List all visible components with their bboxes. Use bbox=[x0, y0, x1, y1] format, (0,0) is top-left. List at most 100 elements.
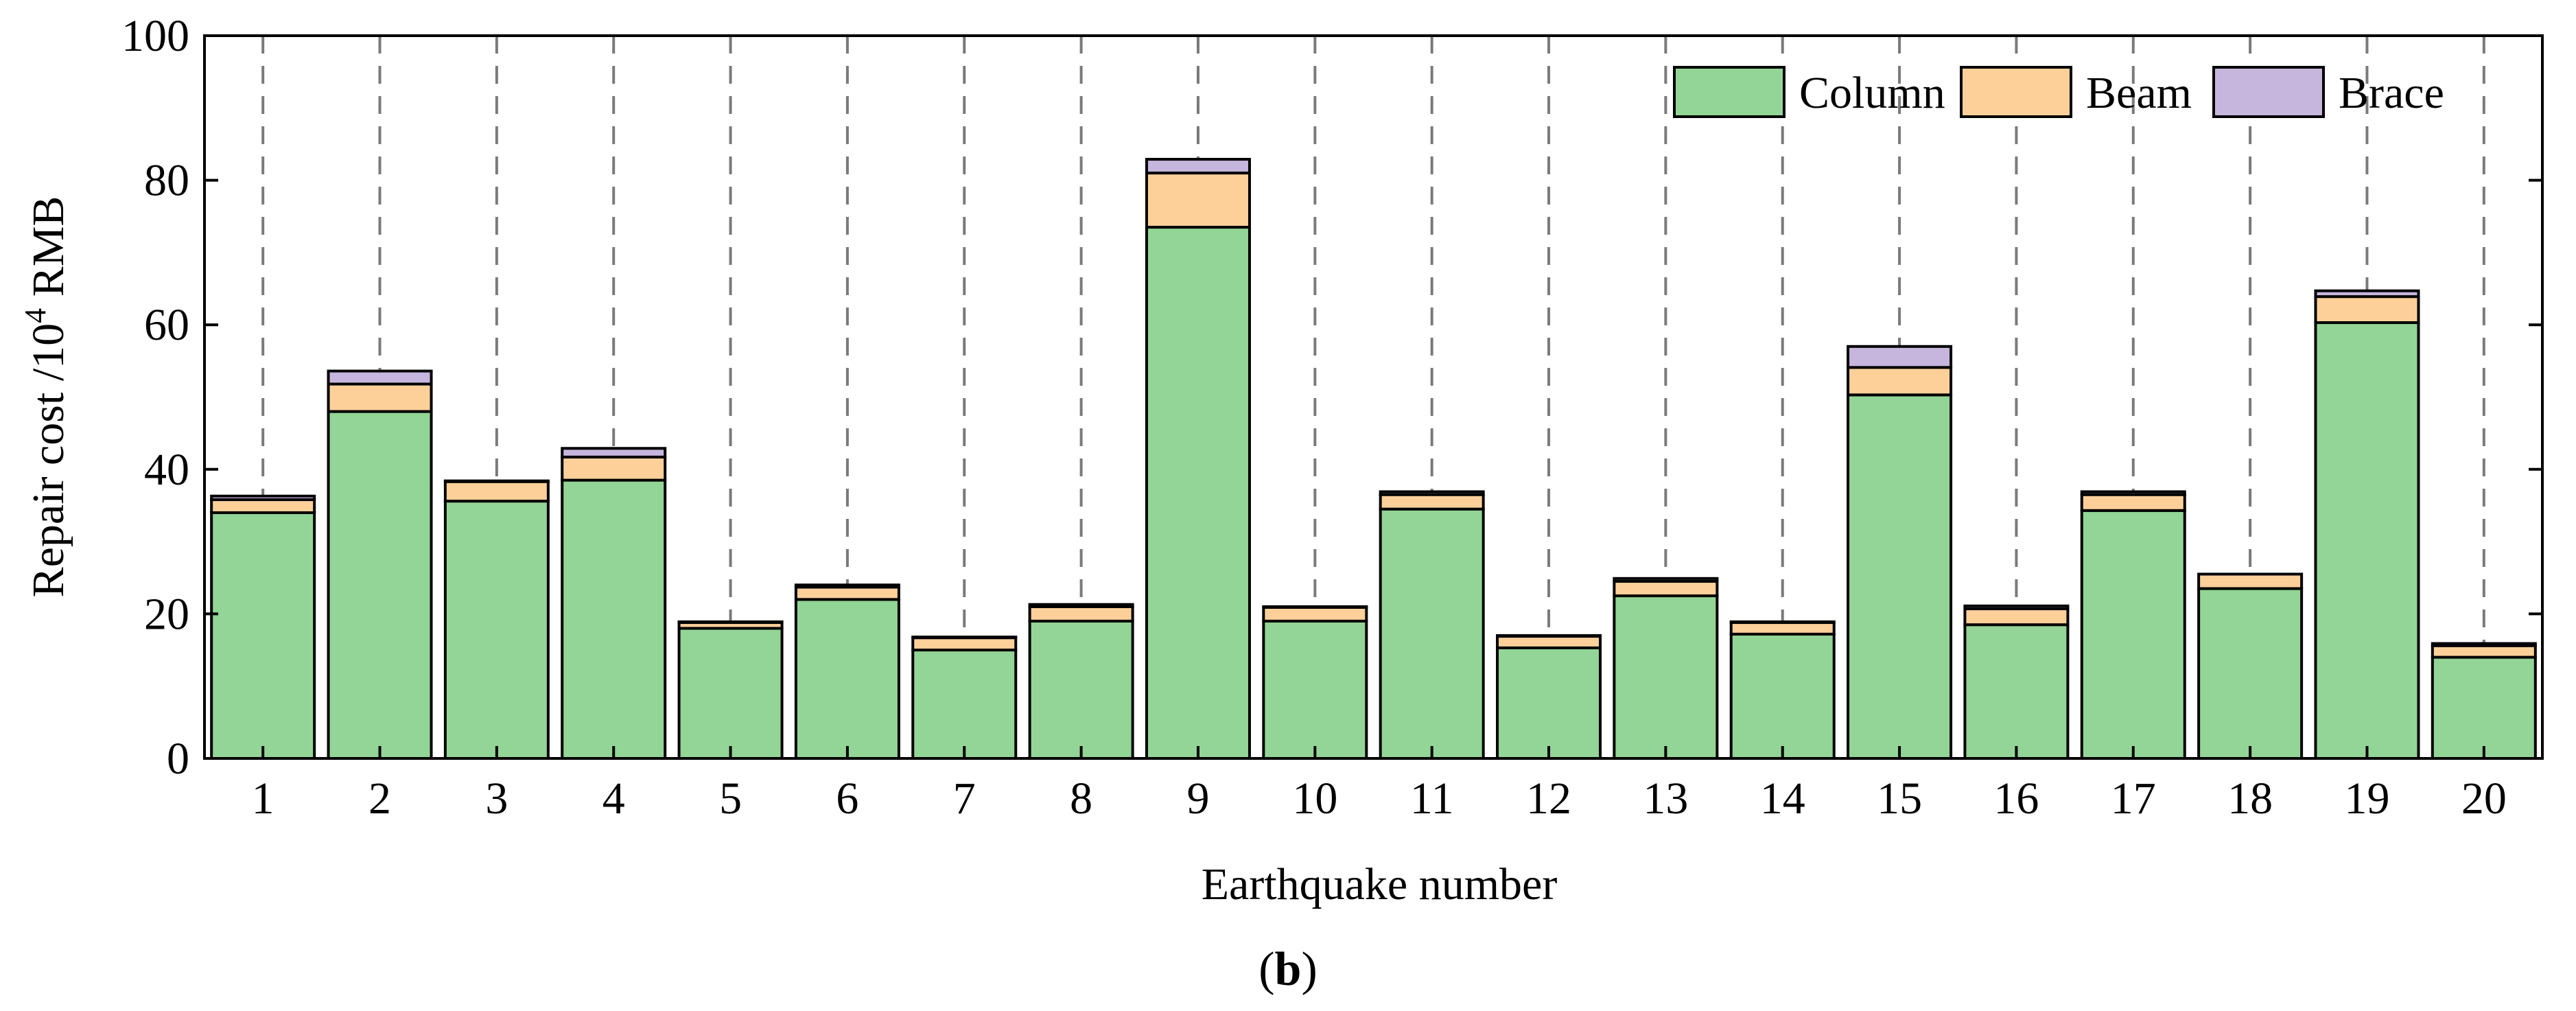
y-axis-title: Repair cost /104 RMB bbox=[19, 196, 73, 598]
bar-segment-column bbox=[1847, 393, 1953, 760]
bar-segment-beam bbox=[327, 382, 433, 413]
bar-segment-column bbox=[1613, 594, 1719, 760]
legend-label-beam: Beam bbox=[2086, 68, 2192, 118]
x-tick-label: 19 bbox=[2344, 774, 2389, 824]
x-tick-label: 10 bbox=[1292, 774, 1337, 824]
x-tick-label: 9 bbox=[1186, 774, 1209, 824]
bar-segment-brace bbox=[677, 620, 784, 625]
bar-segment-column bbox=[1496, 646, 1602, 760]
x-tick-label: 15 bbox=[1877, 774, 1922, 824]
x-tick-label: 18 bbox=[2227, 774, 2273, 824]
bar-segment-column bbox=[327, 410, 433, 760]
bar-segment-beam bbox=[210, 498, 316, 514]
bar-segment-brace bbox=[1963, 604, 2070, 611]
panel-label: (b) bbox=[1258, 943, 1318, 996]
bar-segment-beam bbox=[1262, 605, 1368, 623]
bar-segment-brace bbox=[1379, 490, 1485, 496]
bar-segment-brace bbox=[2080, 490, 2186, 496]
bar-segment-column bbox=[2314, 321, 2420, 760]
bar-segment-column bbox=[1262, 619, 1368, 760]
y-tick-label: 40 bbox=[144, 445, 189, 495]
legend-swatch-beam bbox=[1960, 66, 2072, 118]
x-tick-label: 13 bbox=[1643, 774, 1688, 824]
x-tick-label: 17 bbox=[2111, 774, 2156, 824]
bar-segment-column bbox=[2080, 509, 2186, 760]
x-axis: 1 2 3 4 5 6 7 8 9 10 11 12 13 14 15 16 17 18 19 20 bbox=[252, 746, 2507, 824]
legend-swatch-column bbox=[1673, 66, 1785, 118]
x-tick-label: 12 bbox=[1526, 774, 1571, 824]
bar-segment-column bbox=[1145, 226, 1251, 760]
bar-segment-beam bbox=[1729, 621, 1836, 636]
x-tick-label: 2 bbox=[368, 774, 391, 824]
bar-segment-column bbox=[1379, 507, 1485, 760]
x-tick-label: 4 bbox=[602, 774, 625, 824]
bar-segment-column bbox=[911, 649, 1018, 760]
bar-segment-beam bbox=[911, 636, 1018, 652]
bar-segment-brace bbox=[794, 583, 900, 589]
bar-segment-beam bbox=[1613, 580, 1719, 598]
x-tick-label: 7 bbox=[953, 774, 976, 824]
bar-segment-column bbox=[1729, 632, 1836, 760]
bar-segment-brace bbox=[327, 369, 433, 386]
y-tick-label: 0 bbox=[167, 734, 189, 784]
x-tick-label: 16 bbox=[1993, 774, 2039, 824]
x-tick-label: 8 bbox=[1070, 774, 1092, 824]
y-axis-title-superscript: 4 bbox=[19, 308, 52, 323]
bar-segment-brace bbox=[443, 479, 550, 483]
bar-segment-beam bbox=[2431, 644, 2537, 659]
bar-segment-brace bbox=[1847, 345, 1953, 369]
plot-frame bbox=[203, 34, 2544, 760]
bar-segment-brace bbox=[561, 447, 667, 458]
x-axis-title: Earthquake number bbox=[1202, 859, 1558, 909]
y-tick-label: 100 bbox=[121, 11, 189, 61]
bar-segment-beam bbox=[794, 585, 900, 601]
bar-segment-brace bbox=[2314, 289, 2420, 299]
bar-segment-brace bbox=[210, 494, 316, 502]
bar-segment-brace bbox=[1028, 603, 1134, 608]
x-tick-label: 5 bbox=[719, 774, 742, 824]
y-axis: 0 20 40 60 80 100 bbox=[121, 11, 2542, 784]
bar-segment-brace bbox=[1613, 577, 1719, 583]
bar-segment-beam bbox=[1028, 605, 1134, 623]
bar-segment-beam bbox=[1145, 172, 1251, 229]
bar-segment-column bbox=[443, 500, 550, 760]
bar-segment-column bbox=[1028, 619, 1134, 760]
x-tick-label: 3 bbox=[485, 774, 508, 824]
legend-label-brace: Brace bbox=[2339, 68, 2444, 118]
bar-segment-column bbox=[794, 598, 900, 760]
bars bbox=[210, 158, 2537, 760]
x-tick-label: 6 bbox=[836, 774, 858, 824]
bar-segment-column bbox=[210, 511, 316, 760]
x-tick-label: 14 bbox=[1760, 774, 1805, 824]
bar-segment-brace bbox=[2431, 642, 2537, 647]
bar-segment-column bbox=[2431, 655, 2537, 760]
bar-segment-beam bbox=[1963, 607, 2070, 627]
bar-segment-beam bbox=[1379, 493, 1485, 511]
y-axis-title-unit: RMB bbox=[23, 196, 73, 308]
panel-label-letter: b bbox=[1275, 943, 1302, 996]
bar-segment-beam bbox=[2080, 493, 2186, 512]
x-tick-label: 20 bbox=[2461, 774, 2507, 824]
bar-segment-column bbox=[561, 478, 667, 760]
y-tick-label: 80 bbox=[144, 156, 189, 206]
bar-segment-beam bbox=[1496, 635, 1602, 649]
y-tick-label: 60 bbox=[144, 300, 189, 350]
legend: Column Beam Brace bbox=[1673, 66, 2444, 118]
bar-segment-column bbox=[2197, 587, 2304, 760]
y-tick-label: 20 bbox=[144, 589, 189, 639]
x-tick-label: 11 bbox=[1410, 774, 1454, 824]
bar-segment-column bbox=[677, 627, 784, 760]
bar-segment-beam bbox=[561, 455, 667, 482]
legend-swatch-brace bbox=[2212, 66, 2325, 118]
bar-segment-column bbox=[1963, 623, 2070, 760]
bar-segment-beam bbox=[2314, 295, 2420, 325]
legend-label-column: Column bbox=[1799, 68, 1945, 118]
bar-segment-beam bbox=[1847, 366, 1953, 397]
bar-segment-brace bbox=[1145, 158, 1251, 175]
bar-segment-brace bbox=[1729, 620, 1836, 625]
bar-segment-brace bbox=[911, 636, 1018, 640]
bar-segment-beam bbox=[443, 480, 550, 503]
bar-segment-beam bbox=[2197, 572, 2304, 590]
